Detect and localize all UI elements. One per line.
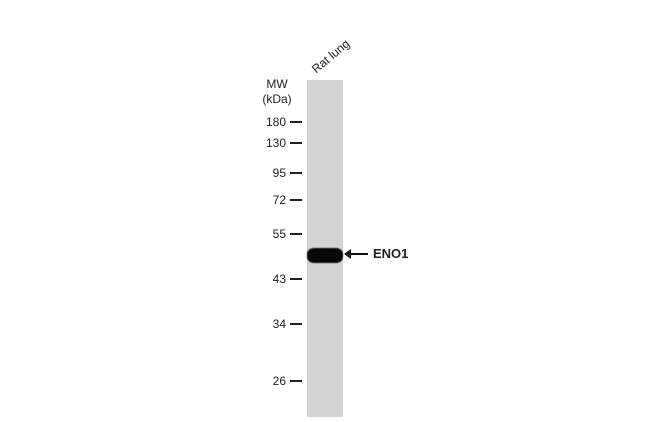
marker-55: 55: [250, 227, 302, 241]
marker-tick: [290, 172, 302, 174]
mw-label-line1: MW: [266, 77, 288, 91]
marker-tick: [290, 323, 302, 325]
marker-label: 34: [272, 317, 286, 331]
lane-label: Rat lung: [309, 36, 353, 76]
marker-label: 72: [272, 193, 286, 207]
marker-label: 43: [272, 272, 286, 286]
marker-tick: [290, 121, 302, 123]
marker-26: 26: [250, 374, 302, 388]
marker-label: 130: [265, 136, 286, 150]
marker-label: 26: [272, 374, 286, 388]
marker-tick: [290, 380, 302, 382]
protein-band: [307, 248, 343, 263]
marker-tick: [290, 233, 302, 235]
marker-tick: [290, 278, 302, 280]
mw-label-line2: (kDa): [262, 92, 292, 106]
marker-72: 72: [250, 193, 302, 207]
arrow-left-icon: [344, 249, 368, 259]
marker-label: 95: [272, 166, 286, 180]
marker-95: 95: [250, 166, 302, 180]
marker-label: 180: [265, 115, 286, 129]
marker-34: 34: [250, 317, 302, 331]
marker-tick: [290, 199, 302, 201]
target-label: ENO1: [373, 246, 409, 261]
marker-tick: [290, 142, 302, 144]
marker-130: 130: [250, 136, 302, 150]
marker-180: 180: [250, 115, 302, 129]
marker-43: 43: [250, 272, 302, 286]
mw-label: MW (kDa): [262, 77, 292, 107]
marker-label: 55: [272, 227, 286, 241]
